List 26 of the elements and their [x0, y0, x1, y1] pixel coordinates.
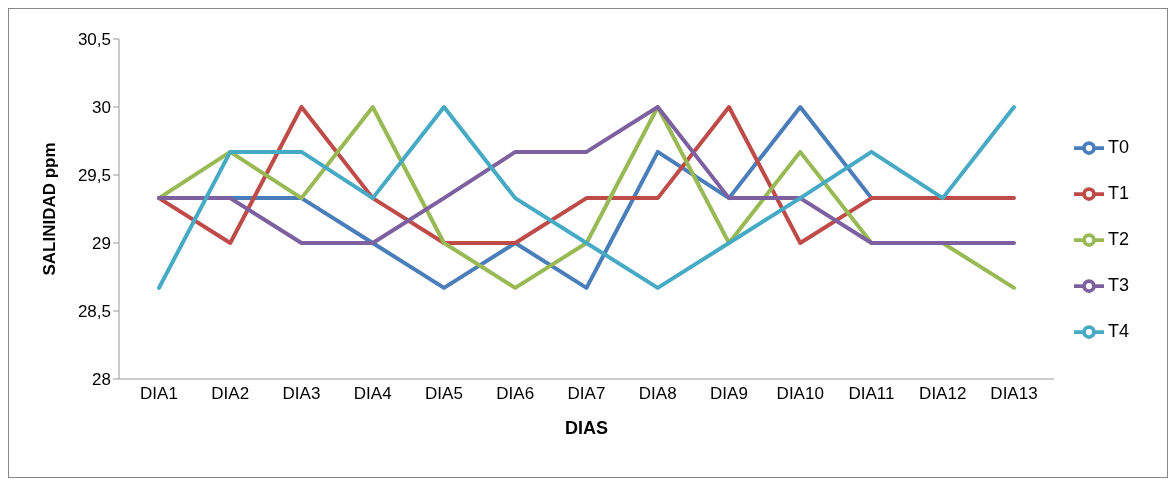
x-tick-label: DIA3	[282, 384, 321, 404]
x-tick-label: DIA6	[496, 384, 535, 404]
legend-label: T4	[1107, 321, 1129, 341]
y-tick-label: 29	[92, 234, 111, 254]
x-tick-label: DIA7	[567, 384, 606, 404]
legend-label: T1	[1107, 183, 1129, 203]
x-tick-label: DIA1	[140, 384, 178, 404]
x-tick-label: DIA5	[425, 384, 463, 404]
x-tick-label: DIA11	[848, 384, 895, 404]
x-tick-label: DIA13	[990, 384, 1038, 404]
y-tick-label: 28,5	[77, 302, 111, 322]
x-tick-label: DIA8	[638, 384, 677, 404]
y-tick-label: 30	[92, 98, 111, 118]
legend-label: T2	[1107, 229, 1129, 249]
legend-label: T3	[1107, 275, 1129, 295]
y-tick-label: 30,5	[77, 30, 111, 50]
x-tick-label: DIA4	[353, 384, 392, 404]
legend-label: T0	[1107, 137, 1129, 157]
x-tick-label: DIA9	[710, 384, 748, 404]
x-axis-title: DIAS	[564, 418, 608, 438]
x-tick-label: DIA10	[776, 384, 824, 404]
y-tick-label: 28	[92, 370, 111, 390]
y-tick-label: 29,5	[77, 166, 111, 186]
x-tick-label: DIA2	[211, 384, 250, 404]
x-tick-label: DIA12	[919, 384, 967, 404]
y-axis-title: SALINIDAD ppm	[40, 142, 60, 276]
